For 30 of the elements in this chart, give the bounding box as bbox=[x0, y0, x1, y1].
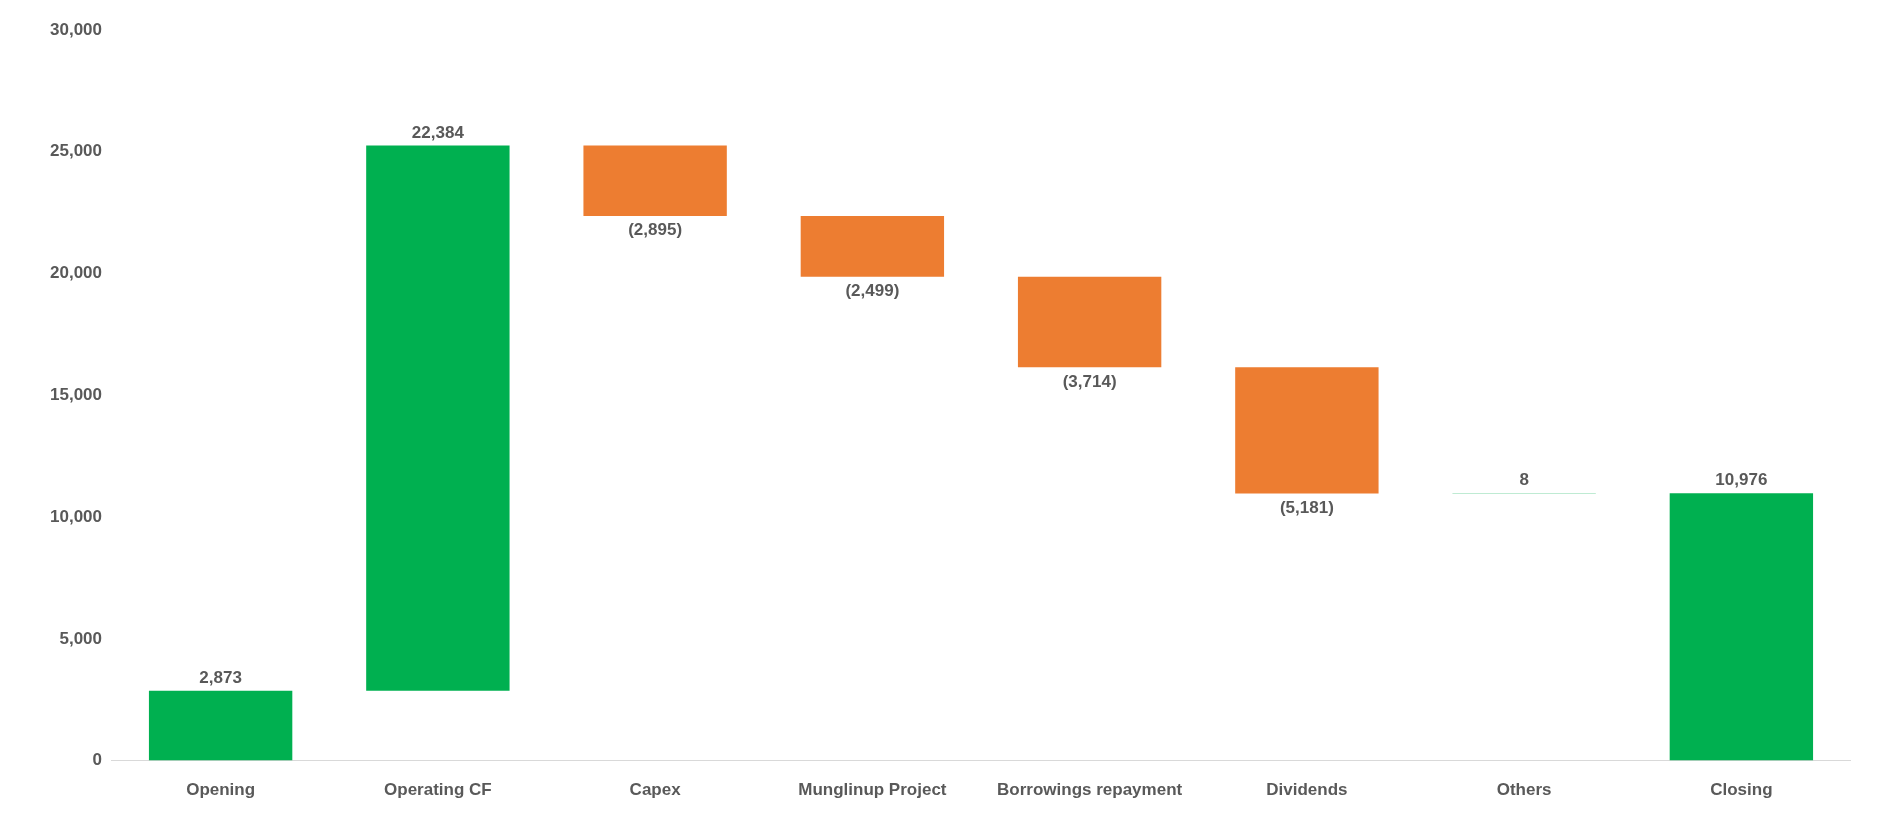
x-tick-label: Closing bbox=[1710, 780, 1773, 800]
data-label: (2,895) bbox=[628, 220, 683, 240]
bar bbox=[583, 145, 727, 217]
data-label: (5,181) bbox=[1279, 497, 1334, 517]
data-label: (2,499) bbox=[845, 281, 900, 301]
y-tick-label: 15,000 bbox=[50, 384, 102, 404]
bar bbox=[148, 690, 293, 761]
y-tick-label: 25,000 bbox=[50, 141, 102, 161]
data-label: 8 bbox=[1519, 470, 1529, 490]
x-tick-label: Opening bbox=[186, 780, 256, 800]
bar bbox=[800, 216, 945, 277]
bar bbox=[1235, 367, 1379, 494]
y-tick-label: 0 bbox=[92, 750, 102, 770]
x-tick-label: Munglinup Project bbox=[798, 780, 947, 800]
y-tick-label: 20,000 bbox=[50, 263, 102, 283]
y-tick-label: 30,000 bbox=[50, 19, 102, 39]
bar bbox=[366, 145, 510, 691]
x-tick-label: Dividends bbox=[1266, 780, 1348, 800]
data-label: 10,976 bbox=[1715, 470, 1768, 490]
x-tick-label: Others bbox=[1496, 780, 1552, 800]
y-tick-label: 10,000 bbox=[50, 506, 102, 526]
bar bbox=[1017, 276, 1162, 368]
x-tick-label: Capex bbox=[629, 780, 682, 800]
data-label: 2,873 bbox=[199, 667, 242, 687]
x-tick-label: Operating CF bbox=[384, 780, 492, 800]
y-tick-label: 5,000 bbox=[59, 628, 102, 648]
bar bbox=[1669, 493, 1814, 761]
data-label: 22,384 bbox=[411, 122, 465, 142]
x-tick-label: Borrowings repayment bbox=[997, 780, 1183, 800]
data-label: (3,714) bbox=[1062, 371, 1117, 391]
